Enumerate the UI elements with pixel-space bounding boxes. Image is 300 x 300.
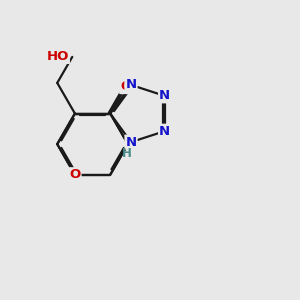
Text: O: O: [69, 168, 80, 181]
Text: O: O: [120, 80, 131, 93]
Text: N: N: [159, 125, 170, 138]
Text: H: H: [122, 147, 132, 161]
Text: HO: HO: [47, 50, 69, 63]
Text: N: N: [125, 136, 136, 148]
Text: N: N: [125, 78, 136, 92]
Text: N: N: [159, 89, 170, 102]
